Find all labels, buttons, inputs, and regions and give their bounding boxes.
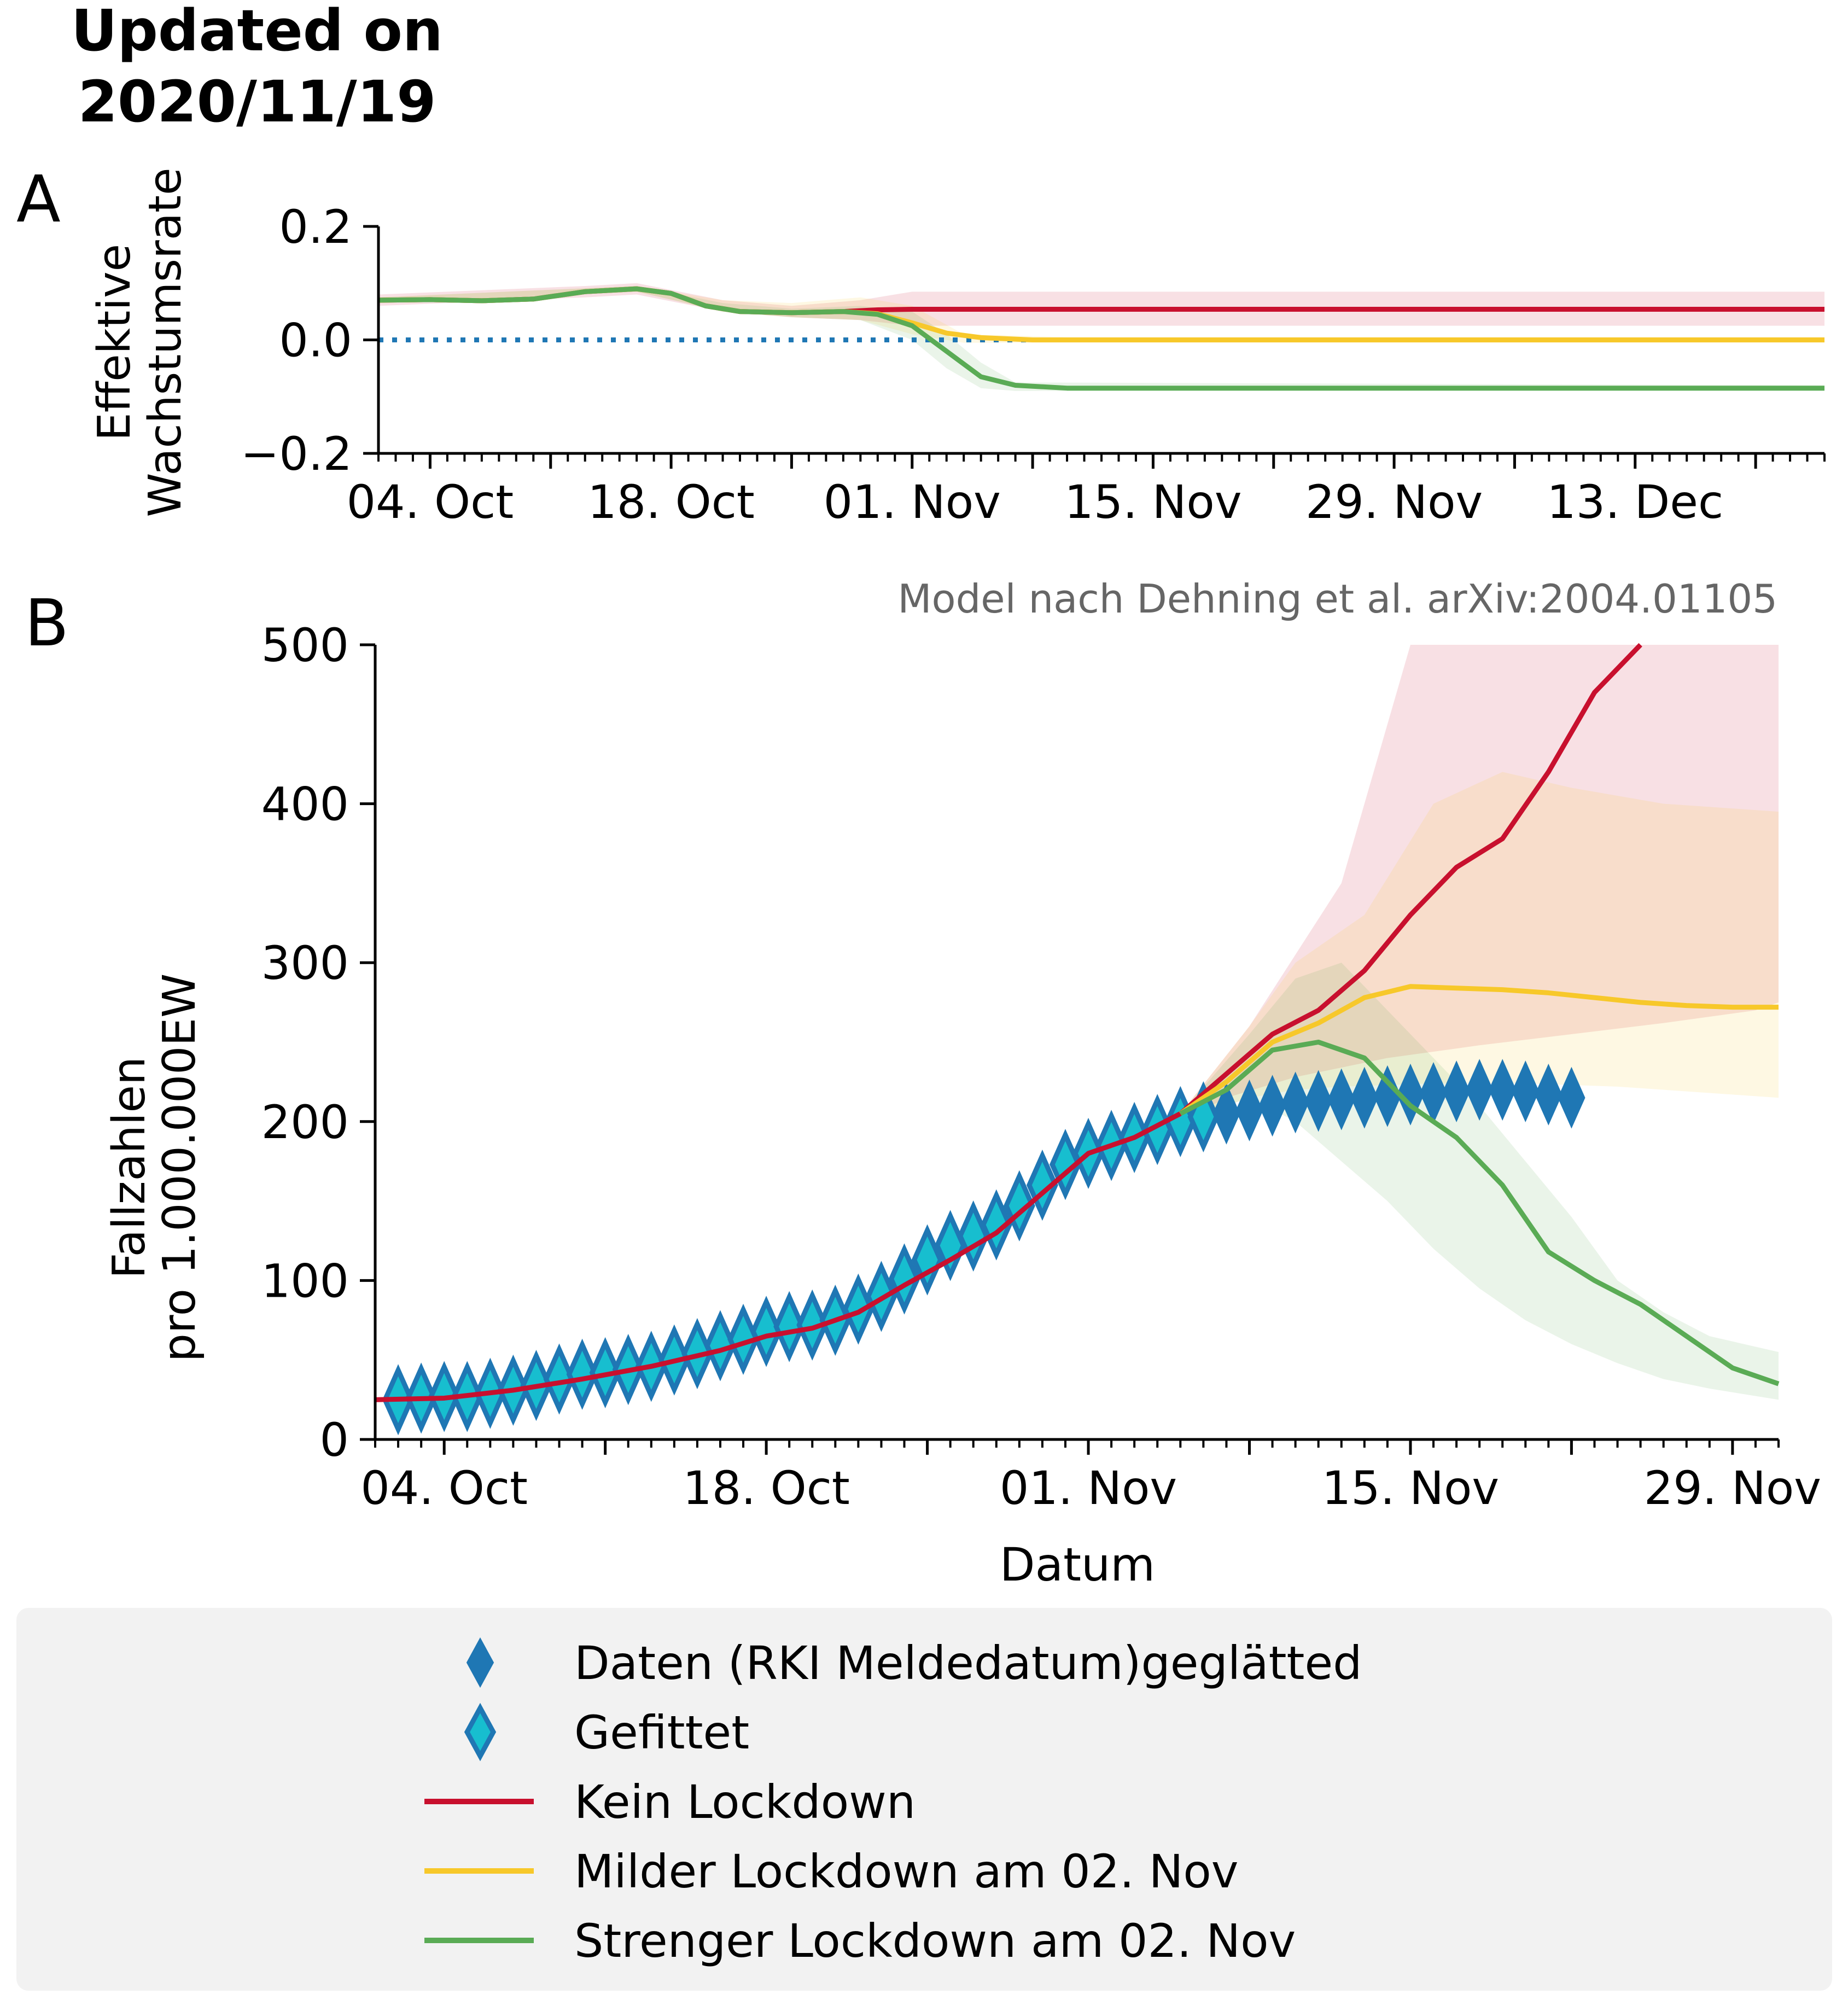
data-point	[1281, 1071, 1309, 1134]
panel-b-letter: B	[25, 585, 69, 661]
panel-a-bands	[378, 283, 1824, 391]
legend-diamond-swatch	[464, 1703, 497, 1762]
legend-item: Kein Lockdown	[424, 1775, 916, 1829]
data-point	[1212, 1082, 1240, 1145]
y-tick-label: 0	[320, 1413, 349, 1467]
y-tick-label: 200	[261, 1095, 349, 1149]
panel-b-bands	[1180, 645, 1779, 1400]
legend-diamond-swatch	[466, 1637, 494, 1688]
legend-item: Milder Lockdown am 02. Nov	[424, 1845, 1239, 1898]
band-streng	[1180, 963, 1779, 1400]
y-tick-label: 300	[261, 936, 349, 990]
fitted-data-point	[796, 1289, 829, 1361]
y-tick-label: 0.2	[279, 200, 352, 254]
band-mild	[378, 285, 1824, 343]
line-kein	[375, 643, 1642, 1402]
band-kein	[378, 283, 1824, 326]
fitted-data-point	[980, 1189, 1012, 1261]
data-point	[1327, 1068, 1355, 1130]
legend-item: Strenger Lockdown am 02. Nov	[424, 1914, 1296, 1968]
data-point	[1235, 1079, 1263, 1141]
panel-b-ylabel-line2: pro 1.000.000EW	[154, 973, 206, 1362]
line-streng	[1179, 1040, 1780, 1386]
attribution: Model nach Dehning et al. arXiv:2004.011…	[897, 576, 1777, 622]
data-point	[1304, 1070, 1332, 1132]
legend-label: Kein Lockdown	[574, 1775, 916, 1829]
x-tick-label: 15. Nov	[1064, 475, 1241, 529]
updated-line-1: Updated on	[71, 0, 443, 64]
line-mild	[1179, 984, 1779, 1116]
fitted-data-point	[1164, 1086, 1197, 1157]
data-point	[1350, 1066, 1378, 1129]
panel-b-lines	[375, 643, 1780, 1402]
y-tick-label: −0.2	[241, 427, 352, 481]
y-tick-label: 0.0	[279, 314, 352, 368]
line-streng	[378, 286, 1824, 391]
fitted-data-point	[543, 1343, 575, 1415]
x-tick-label: 01. Nov	[1000, 1461, 1177, 1515]
data-point	[1512, 1060, 1540, 1123]
data-point	[1258, 1075, 1286, 1137]
panel-b-xlabel: Datum	[1000, 1538, 1155, 1591]
x-tick-label: 04. Oct	[360, 1461, 528, 1515]
legend-label: Gefittet	[574, 1706, 749, 1759]
panel-a-axes: 04. Oct 18. Oct 01. Nov 15. Nov 29. Nov 13. D…	[241, 200, 1826, 529]
fitted-data-point	[773, 1291, 806, 1362]
fitted-data-point	[957, 1200, 989, 1272]
panel-a-letter: A	[16, 161, 61, 237]
legend-box	[16, 1608, 1832, 1991]
legend-label: Daten (RKI Meldedatum)geglätted	[574, 1636, 1362, 1690]
fitted-data-point	[750, 1296, 783, 1367]
x-tick-label: 15. Nov	[1322, 1461, 1499, 1515]
data-point	[1442, 1060, 1471, 1123]
fitted-data-point	[566, 1338, 598, 1410]
x-tick-label: 18. Oct	[683, 1461, 850, 1515]
legend-item: Gefittet	[464, 1703, 749, 1762]
data-point	[1558, 1066, 1585, 1129]
y-tick-label: 500	[261, 619, 349, 672]
panel-a-lines	[378, 286, 1824, 391]
legend: Daten (RKI Meldedatum)geglätted Gefittet K…	[16, 1608, 1832, 1991]
data-point	[1373, 1065, 1401, 1127]
panel-a-ylabel-line1: Effektive	[89, 244, 141, 441]
x-tick-label: 04. Oct	[347, 475, 514, 529]
panel-a-growth-rate-chart: A 04. Oct 18. Oct 01. Nov 15. Nov 29. Nov 13.…	[16, 161, 1826, 529]
panel-b-axes: 04. Oct 18. Oct 01. Nov 15. Nov 29. Nov 0 100 2…	[261, 619, 1821, 1515]
data-point	[1489, 1059, 1517, 1121]
fitted-data-point	[888, 1243, 920, 1315]
panel-b-ylabel-line1: Fallzahlen	[103, 1057, 155, 1279]
x-tick-label: 01. Nov	[824, 475, 1001, 529]
updated-line-2: 2020/11/19	[78, 68, 436, 135]
y-tick-label: 100	[261, 1254, 349, 1308]
x-tick-label: 29. Nov	[1305, 475, 1483, 529]
legend-item: Daten (RKI Meldedatum)geglätted	[466, 1636, 1362, 1690]
legend-label: Strenger Lockdown am 02. Nov	[574, 1914, 1296, 1968]
x-tick-label: 13. Dec	[1547, 475, 1723, 529]
legend-label: Milder Lockdown am 02. Nov	[574, 1845, 1239, 1898]
panel-b-cases-chart: B Model nach Dehning et al. arXiv:2004.0…	[25, 576, 1821, 1591]
y-tick-label: 400	[261, 778, 349, 831]
x-tick-label: 18. Oct	[587, 475, 755, 529]
x-tick-label: 29. Nov	[1644, 1461, 1821, 1515]
data-point	[1535, 1063, 1563, 1126]
band-mild	[1180, 772, 1779, 1122]
data-point	[1466, 1059, 1494, 1121]
panel-a-ylabel-line2: Wachstumsrate	[139, 167, 191, 517]
